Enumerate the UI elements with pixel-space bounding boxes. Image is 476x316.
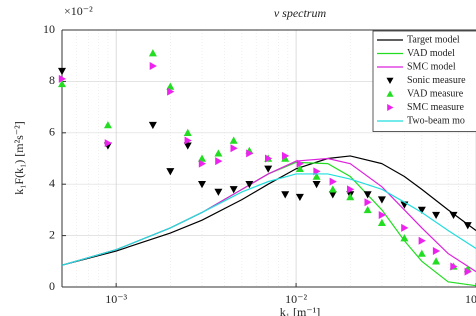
data-point xyxy=(229,186,238,194)
data-point xyxy=(328,191,337,199)
data-point xyxy=(264,165,273,173)
data-point xyxy=(377,218,386,226)
data-point xyxy=(149,61,157,70)
series-line xyxy=(61,173,476,266)
y-tick-label: 8 xyxy=(49,73,55,87)
data-point xyxy=(214,149,223,157)
data-point xyxy=(229,136,238,144)
legend-label: VAD measure xyxy=(407,88,464,99)
data-point xyxy=(296,159,304,168)
y-tick-label: 2 xyxy=(49,227,55,241)
data-point xyxy=(295,193,304,202)
data-point xyxy=(281,191,290,199)
data-point xyxy=(103,121,112,129)
data-point xyxy=(148,49,157,57)
y-axis-label: k₁F(k₁) [m²s⁻²] xyxy=(12,121,26,195)
data-point xyxy=(148,121,157,130)
legend-label: VAD model xyxy=(407,48,455,59)
x-tick-label: 10⁻³ xyxy=(105,292,127,306)
data-point xyxy=(198,159,207,168)
data-point xyxy=(329,177,337,186)
data-point xyxy=(432,257,441,265)
data-point xyxy=(214,188,223,196)
data-point xyxy=(463,222,472,230)
data-point xyxy=(378,211,386,220)
data-point xyxy=(230,144,238,153)
data-point xyxy=(377,196,386,204)
x-tick-label: 10⁻² xyxy=(285,292,307,306)
data-point xyxy=(363,191,372,199)
data-point xyxy=(166,82,175,90)
data-point xyxy=(347,185,355,194)
data-point xyxy=(400,234,409,242)
data-point xyxy=(166,168,175,176)
data-point xyxy=(450,262,458,271)
data-point xyxy=(183,128,192,136)
data-point xyxy=(58,79,66,88)
data-point xyxy=(198,154,207,162)
data-point xyxy=(215,157,223,166)
x-axis-label: k₁ [m⁻¹] xyxy=(280,305,320,316)
data-point xyxy=(312,181,321,189)
data-point xyxy=(464,267,472,276)
data-point xyxy=(58,67,66,76)
data-point xyxy=(245,181,254,189)
data-point xyxy=(328,185,337,193)
data-point xyxy=(167,87,175,96)
legend-label: SMC model xyxy=(407,61,456,72)
data-point xyxy=(265,154,273,163)
data-point xyxy=(312,172,321,180)
legend-label: SMC measure xyxy=(407,102,465,113)
legend-swatch xyxy=(386,77,394,84)
data-point xyxy=(449,211,458,220)
data-point xyxy=(432,211,441,220)
data-point xyxy=(363,205,372,214)
data-point xyxy=(104,139,112,148)
data-point xyxy=(417,249,426,257)
legend-label: Target model xyxy=(407,34,460,45)
legend-label: Sonic measure xyxy=(407,75,466,86)
data-point xyxy=(401,223,409,232)
legend-swatch xyxy=(387,104,394,111)
data-point xyxy=(432,247,441,256)
data-point xyxy=(246,149,254,158)
data-point xyxy=(184,136,192,145)
data-point xyxy=(364,198,372,207)
legend-label: Two-beam mo xyxy=(407,115,465,126)
data-point xyxy=(183,142,192,150)
y-tick-label: 4 xyxy=(49,176,55,190)
y-tick-label: 6 xyxy=(49,125,55,139)
data-point xyxy=(418,236,426,245)
data-point xyxy=(295,164,304,172)
data-point xyxy=(58,74,66,83)
y-tick-label: 10 xyxy=(43,22,55,36)
series-line xyxy=(61,155,476,266)
y-tick-label: 0 xyxy=(49,279,55,293)
y-multiplier: ×10⁻² xyxy=(64,4,93,18)
legend-swatch xyxy=(386,90,394,97)
legend: Target model VAD model SMC model Sonic meas… xyxy=(372,30,476,132)
chart-title: v spectrum xyxy=(274,6,327,20)
data-point xyxy=(417,206,426,214)
data-point xyxy=(198,181,207,189)
data-point xyxy=(281,151,290,160)
x-tick-label: 10⁻¹ xyxy=(465,292,476,306)
data-point xyxy=(346,193,355,201)
